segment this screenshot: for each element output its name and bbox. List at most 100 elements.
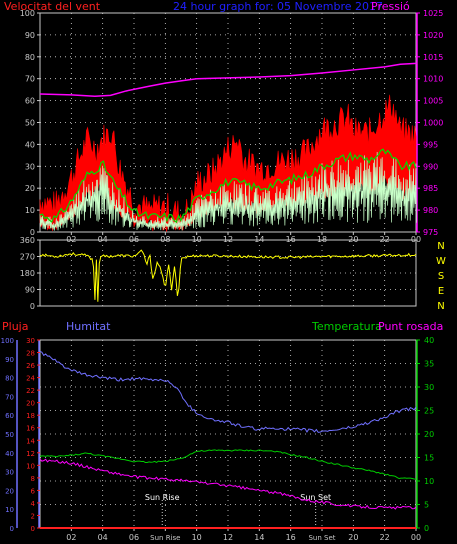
y-tick-label: 975: [423, 228, 438, 237]
y-tick-label: 60: [5, 412, 14, 420]
y-tick-label: 990: [423, 162, 438, 171]
y-tick-label: 20: [26, 400, 35, 408]
y-tick-label: 22: [26, 387, 35, 395]
y-tick-label: 30: [26, 337, 35, 345]
y-tick-label: 70: [5, 393, 14, 401]
temperature-series: [39, 449, 417, 480]
sun-markers: Sun Rise Sun Set: [145, 493, 331, 528]
compass-label: E: [438, 286, 444, 297]
y-tick-label: 40: [424, 336, 434, 345]
temperature-label: Temperatura: [311, 320, 382, 333]
pressure-series: [39, 62, 417, 97]
y-tick-label: 360: [20, 236, 35, 245]
compass-label: S: [438, 271, 444, 282]
y-tick-label: 90: [5, 356, 14, 364]
direction-grid: [40, 240, 416, 306]
dewpoint-series: [39, 458, 417, 510]
compass-label: N: [437, 301, 444, 312]
y-tick-label: 4: [31, 500, 36, 508]
y-tick-label: 12: [26, 450, 35, 458]
y-tick-label: 180: [20, 269, 35, 278]
y-tick-label: 1000: [423, 119, 443, 128]
y-tick-label: 10: [26, 462, 35, 470]
y-tick-label: 6: [31, 487, 36, 495]
x-tick-label: 04: [98, 533, 108, 542]
y-tick-label: 995: [423, 140, 438, 149]
y-tick-label: 30: [424, 383, 434, 392]
x-tick-label: 16: [286, 533, 296, 542]
sun-marker-label: Sun Set: [300, 493, 331, 502]
y-tick-label: 24: [26, 375, 35, 383]
y-tick-label: 90: [25, 286, 35, 295]
y-tick-label: 80: [5, 375, 14, 383]
y-tick-label: 20: [5, 487, 14, 495]
y-tick-label: 50: [25, 119, 35, 128]
chart-title: 24 hour graph for: 05 Novembre 2017: [173, 0, 383, 13]
y-tick-label: 0: [30, 228, 35, 237]
y-tick-label: 0: [30, 302, 35, 311]
x-tick-label: 12: [223, 533, 233, 542]
y-tick-label: 30: [5, 469, 14, 477]
y-tick-label: 2: [31, 512, 35, 520]
y-tick-label: 1020: [423, 31, 443, 40]
y-tick-label: 10: [5, 506, 14, 514]
y-tick-label: 30: [25, 162, 35, 171]
y-tick-label: 100: [1, 337, 14, 345]
compass-label: W: [436, 256, 446, 267]
x-tick-label: 02: [66, 533, 76, 542]
dewpoint-label: Punt rosada: [378, 320, 443, 333]
y-tick-label: 985: [423, 184, 438, 193]
pressure-right-ticks: 975 980 985 990 995 1000 1005 1010 1015 1020 1025: [416, 9, 443, 237]
y-tick-label: 18: [26, 412, 35, 420]
y-tick-label: 14: [26, 437, 35, 445]
y-tick-label: 90: [25, 31, 35, 40]
y-tick-label: 40: [25, 140, 35, 149]
x-tick-label: 00: [411, 533, 421, 542]
y-tick-label: 25: [424, 407, 434, 416]
climate-series: [39, 350, 417, 529]
y-tick-label: 100: [20, 9, 35, 18]
x-tick-label: 20: [348, 533, 358, 542]
humidity-series: [39, 350, 417, 433]
y-tick-label: 0: [10, 525, 14, 533]
y-tick-label: 1010: [423, 75, 443, 84]
x-tick-label: 06: [129, 533, 139, 542]
y-tick-label: 70: [25, 75, 35, 84]
y-tick-label: 26: [26, 362, 35, 370]
wind-left-ticks: 0 10 20 30 40 50 60 70 80 90 100: [20, 9, 40, 237]
y-tick-label: 980: [423, 206, 438, 215]
wind-average-series: [39, 148, 417, 224]
x-tick-label: 10: [192, 533, 202, 542]
y-tick-label: 80: [25, 53, 35, 62]
y-tick-label: 0: [424, 524, 429, 533]
x-tick-label: 14: [254, 533, 264, 542]
y-tick-label: 1025: [423, 9, 443, 18]
wind-series: [39, 62, 417, 232]
y-tick-label: 35: [424, 360, 434, 369]
rain-label: Pluja: [2, 320, 28, 333]
rain-axis-ticks: 0 10 20 30 40 50 60 70 80 90 100: [1, 337, 18, 533]
humidity-label: Humitat: [66, 320, 111, 333]
y-tick-label: 5: [424, 501, 429, 510]
x-tick-label: Sun Rise: [150, 534, 180, 542]
direction-left-ticks: 0 90 180 270 360: [20, 236, 40, 311]
compass-label: N: [437, 241, 444, 252]
direction-series: [39, 249, 417, 302]
y-tick-label: 15: [424, 454, 434, 463]
wind-minimum-series: [39, 152, 417, 231]
y-tick-label: 28: [26, 350, 35, 358]
y-tick-label: 10: [424, 477, 434, 486]
x-tick-label: 22: [380, 533, 390, 542]
y-tick-label: 50: [5, 431, 14, 439]
y-tick-label: 1005: [423, 97, 443, 106]
y-tick-label: 20: [424, 430, 434, 439]
pressure-label: Pressió: [371, 0, 410, 13]
y-tick-label: 10: [25, 206, 35, 215]
y-tick-label: 270: [20, 253, 35, 262]
